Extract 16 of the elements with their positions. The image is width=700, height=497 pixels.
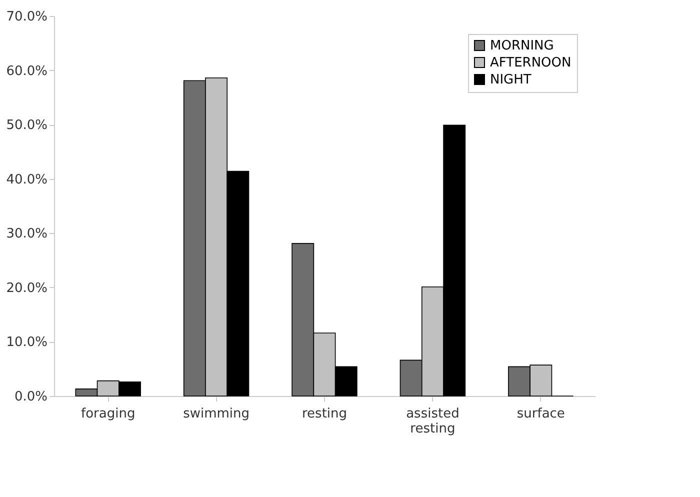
y-tick-label: 50.0% [6,118,48,134]
y-tick-label: 10.0% [6,335,48,350]
legend-label: AFTERNOON [490,56,572,70]
y-tick-label: 20.0% [6,280,48,296]
y-tick-label: 70.0% [6,10,48,24]
legend-label: MORNING [490,38,554,54]
x-tick-label: assisted resting [406,406,460,436]
y-tick-label: 60.0% [6,64,48,79]
x-tick-label: resting [302,406,348,422]
y-tick-label: 0.0% [14,390,48,404]
legend-label: NIGHT [490,72,532,88]
y-tick-label: 30.0% [6,226,48,242]
x-tick-label: foraging [81,406,136,422]
y-tick-label: 40.0% [6,172,48,188]
x-tick-label: swimming [183,406,250,422]
x-tick-label: surface [516,406,565,422]
